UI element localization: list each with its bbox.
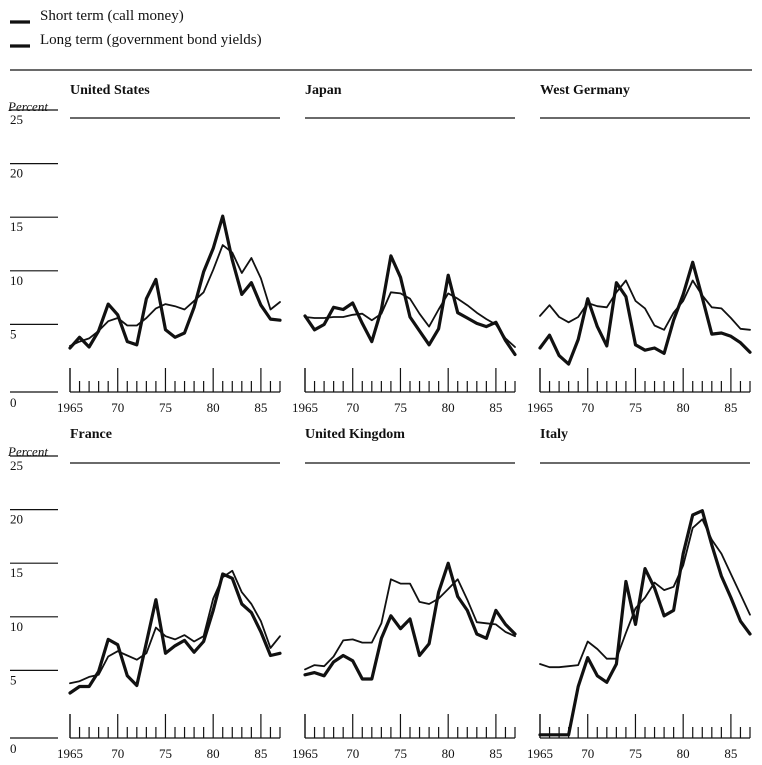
panel-title: West Germany (540, 83, 630, 98)
panel-japan: Japan 1965 70 75 80 85 (292, 83, 517, 415)
long-term-line (69, 244, 281, 347)
short-term-line (303, 561, 517, 681)
x-tick-label: 70 (581, 400, 594, 415)
panel-title: France (70, 427, 112, 442)
x-tick-label: 1965 (57, 400, 83, 415)
x-tick-label: 70 (581, 746, 594, 761)
x-tick-label: 85 (489, 746, 502, 761)
x-tick-label: 80 (207, 746, 220, 761)
panel-title: United States (70, 83, 150, 98)
x-tick-label: 85 (724, 400, 737, 415)
x-tick-label: 1965 (292, 746, 318, 761)
x-tick-label: 70 (346, 400, 359, 415)
x-tick-label: 1965 (292, 400, 318, 415)
x-tick-label: 75 (394, 400, 407, 415)
x-tick-label: 75 (629, 746, 642, 761)
panel-title: Japan (305, 83, 342, 98)
x-tick-label: 75 (159, 746, 172, 761)
panel-title: United Kingdom (305, 427, 405, 442)
x-tick-label: 80 (677, 746, 690, 761)
short-term-line (68, 214, 282, 350)
y-axis-label: Percent (7, 444, 48, 459)
x-tick-label: 70 (111, 400, 124, 415)
y-tick-label: 20 (10, 512, 23, 527)
short-term-line (538, 260, 752, 366)
x-tick-label: 85 (489, 400, 502, 415)
y-tick-label: 25 (10, 458, 23, 473)
legend: Short term (call money) Long term (gover… (10, 8, 262, 48)
x-tick-label: 1965 (527, 746, 553, 761)
x-tick-label: 85 (724, 746, 737, 761)
long-term-line (304, 291, 516, 348)
short-term-line (68, 572, 282, 695)
y-tick-label: 5 (10, 326, 17, 341)
short-term-line (303, 254, 517, 357)
y-tick-label: 0 (10, 395, 17, 410)
long-term-line (539, 518, 751, 669)
panel-united-kingdom: United Kingdom 1965 70 75 80 85 (292, 427, 517, 761)
long-term-line (539, 279, 751, 331)
x-tick-label: 1965 (57, 746, 83, 761)
legend-long-term-label: Long term (government bond yields) (40, 32, 262, 48)
y-tick-label: 10 (10, 619, 23, 634)
x-tick-label: 75 (629, 400, 642, 415)
x-tick-label: 80 (442, 746, 455, 761)
y-tick-label: 0 (10, 741, 17, 756)
panel-title: Italy (540, 427, 568, 442)
x-tick-label: 1965 (527, 400, 553, 415)
y-tick-label: 15 (10, 565, 23, 580)
x-tick-label: 80 (207, 400, 220, 415)
long-term-line (69, 569, 281, 685)
y-tick-label: 25 (10, 112, 23, 127)
y-tick-label: 5 (10, 672, 17, 687)
legend-short-term-label: Short term (call money) (40, 8, 184, 24)
short-term-line (538, 509, 752, 737)
long-term-line (304, 578, 516, 671)
x-tick-label: 85 (254, 400, 267, 415)
y-tick-label: 15 (10, 219, 23, 234)
x-tick-label: 75 (394, 746, 407, 761)
x-tick-label: 80 (442, 400, 455, 415)
x-tick-label: 75 (159, 400, 172, 415)
panel-west-germany: West Germany 1965 70 75 80 85 (527, 83, 752, 415)
x-tick-label: 70 (346, 746, 359, 761)
x-tick-label: 85 (254, 746, 267, 761)
panel-italy: Italy 1965 70 75 80 85 (527, 427, 752, 761)
y-tick-label: 20 (10, 166, 23, 181)
x-tick-label: 70 (111, 746, 124, 761)
y-tick-label: 10 (10, 273, 23, 288)
x-tick-label: 80 (677, 400, 690, 415)
